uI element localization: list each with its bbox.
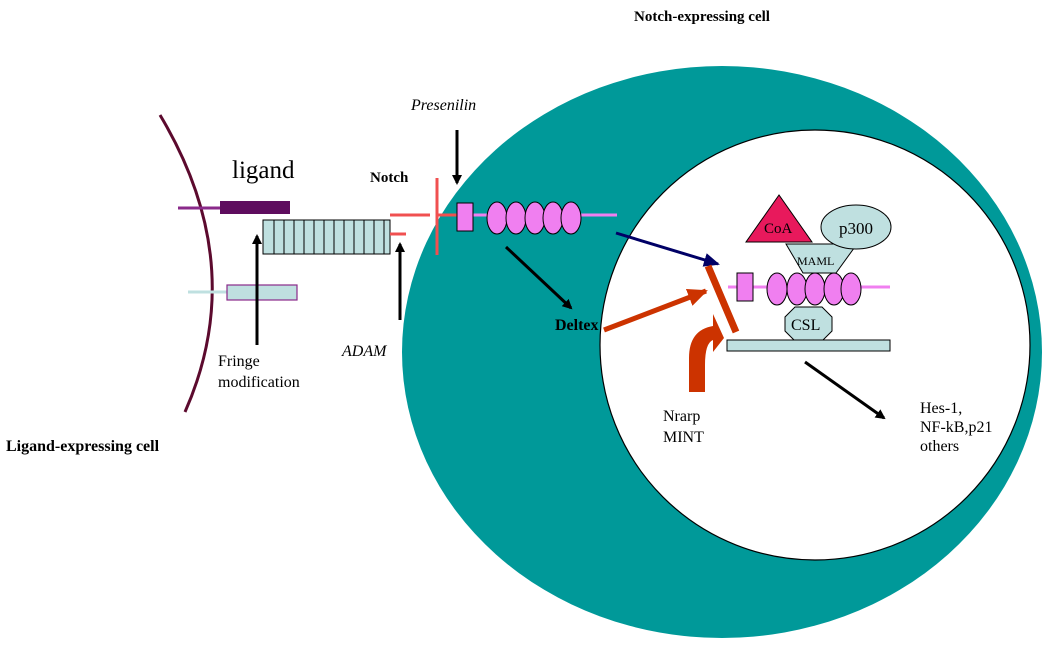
coa-label: CoA xyxy=(764,221,793,237)
targets-label-line3: others xyxy=(920,438,959,455)
targets-label-line1: Hes-1, xyxy=(920,400,962,417)
p300-shape xyxy=(820,204,892,250)
deltex-arrow xyxy=(504,245,573,310)
ligand-expressing-cell-label: Ligand-expressing cell xyxy=(6,438,160,455)
ligand-label: ligand xyxy=(232,157,295,184)
fringe-label-line1: Fringe xyxy=(218,353,260,370)
maml-label: MAML xyxy=(797,254,834,268)
nuclear-nicd xyxy=(728,272,890,306)
notch-intracellular-domain xyxy=(456,201,617,235)
ligand-cell-membrane xyxy=(158,114,214,413)
nrarp-label: Nrarp xyxy=(663,408,700,425)
mint-label: MINT xyxy=(663,429,704,446)
csl-label: CSL xyxy=(791,317,820,334)
adam-label: ADAM xyxy=(341,343,388,360)
inhibition-bar xyxy=(704,264,740,334)
notch-label: Notch xyxy=(370,170,409,186)
deltex-inhibition-arrow xyxy=(603,288,708,333)
nicd-translocation-arrow xyxy=(615,231,720,267)
target-gene-arrow xyxy=(804,360,886,420)
notch-expressing-cell-label: Notch-expressing cell xyxy=(634,9,770,25)
presenilin-label: Presenilin xyxy=(410,97,476,114)
coa-shape xyxy=(745,194,813,243)
fringe-label-line2: modification xyxy=(218,374,300,391)
targets-label-line2: NF-kB,p21 xyxy=(920,419,992,436)
notch-extracellular-domain xyxy=(262,219,391,255)
deltex-label: Deltex xyxy=(555,317,599,334)
notch-transmembrane xyxy=(390,178,458,255)
p300-label: p300 xyxy=(839,219,873,238)
second-ligand-bar xyxy=(226,284,298,301)
nrarp-mint-inhibition-arrow xyxy=(689,314,724,392)
dna-bar xyxy=(726,339,891,352)
ligand-bar xyxy=(220,201,290,214)
